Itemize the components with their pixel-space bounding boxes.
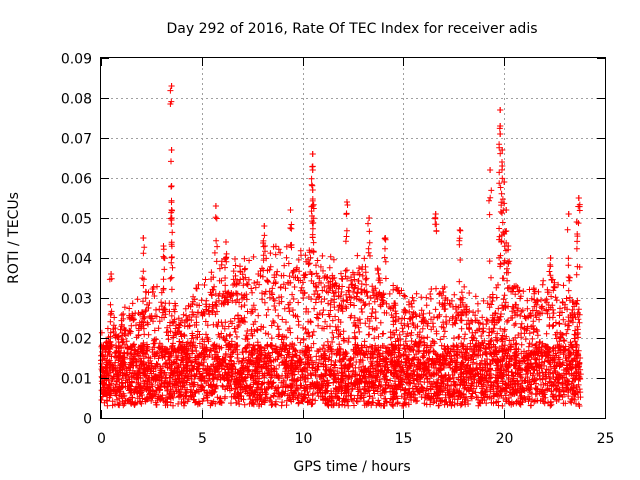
chart-title: Day 292 of 2016, Rate Of TEC Index for r… [166,21,537,37]
peak-point [382,235,389,241]
x-axis-title: GPS time / hours [293,459,410,475]
peak-point [575,195,582,201]
peak-point [261,223,268,229]
y-tick-label: 0.06 [61,172,92,188]
peak-point [565,211,572,217]
peak-point [366,215,373,221]
y-tick-label: 0.02 [61,332,92,348]
x-tick-label: 25 [597,431,615,447]
peak-point [497,123,504,129]
peak-point [497,131,504,137]
peak-point [503,207,510,213]
peak-point [487,167,494,173]
peak-point [309,187,316,193]
plot-frame [100,57,606,419]
x-tick-label: 0 [97,431,106,447]
y-tick-label: 0.04 [61,252,92,268]
peak-point [168,147,175,153]
peak-point [168,207,175,213]
y-tick-label: 0.05 [61,212,92,228]
y-tick-label: 0.01 [61,372,92,388]
scatter-markers [98,83,584,409]
y-tick-label: 0.07 [61,132,92,148]
peak-point [343,199,350,205]
peak-point [497,107,504,113]
peak-point [287,207,294,213]
axis-ticks [101,58,606,419]
peak-point [108,271,115,277]
peak-point [309,167,316,173]
y-tick-labels: 0 0.01 0.02 0.03 0.04 0.05 0.06 0.07 0.08 0.09 [61,52,92,428]
peak-point [309,203,316,209]
y-tick-label: 0 [83,412,92,428]
x-tick-label: 20 [496,431,514,447]
peak-point [168,83,175,89]
peak-point [160,243,167,249]
peak-point [456,227,463,233]
peak-point [547,255,554,261]
peak-point [140,235,147,241]
y-axis-title: ROTI / TECUs [6,192,22,284]
peak-point [222,239,229,245]
x-tick-label: 10 [295,431,313,447]
peak-point [499,163,506,169]
x-tick-label: 15 [395,431,413,447]
peak-point [309,151,316,157]
y-tick-label: 0.08 [61,92,92,108]
x-tick-labels: 0 5 10 15 20 25 [97,431,614,447]
peak-point [432,211,439,217]
y-tick-label: 0.09 [61,52,92,68]
peak-point [168,183,175,189]
data-points [98,83,584,409]
peak-point [501,179,508,185]
peak-point [499,147,506,153]
y-tick-label: 0.03 [61,292,92,308]
peak-point [505,243,512,249]
peak-point [573,219,580,225]
x-tick-label: 5 [198,431,207,447]
peak-point [212,203,219,209]
